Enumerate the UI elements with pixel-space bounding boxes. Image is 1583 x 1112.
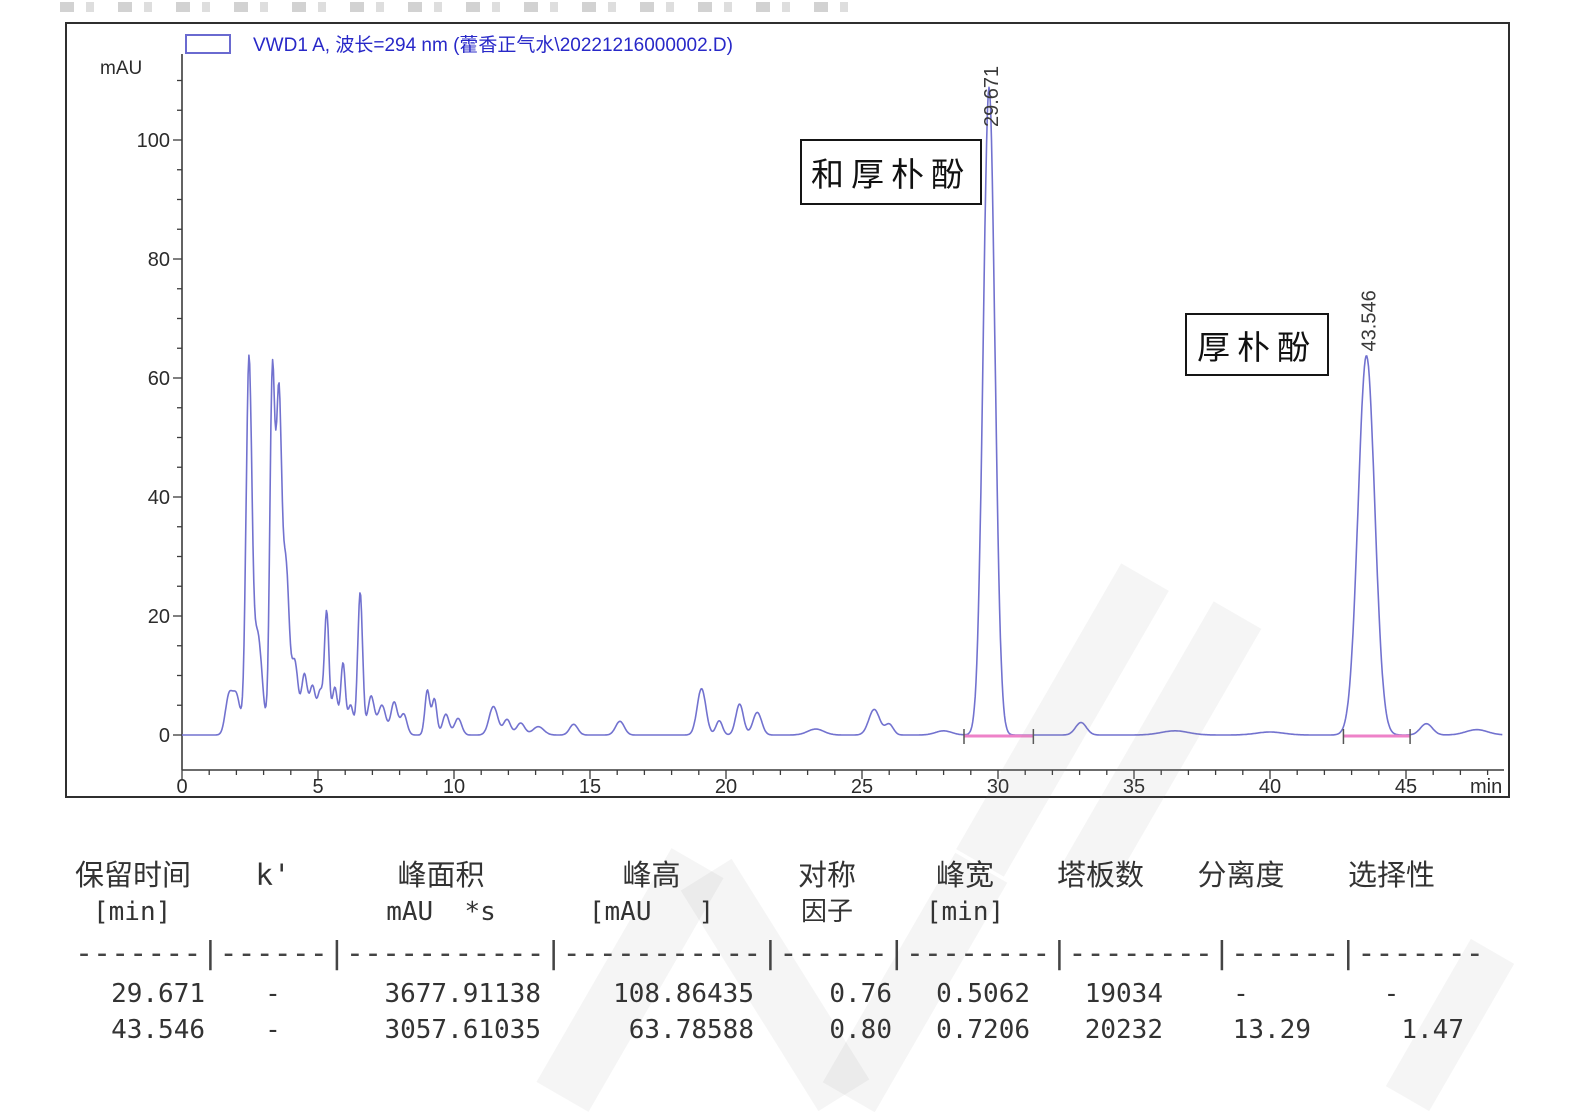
svg-text:30: 30: [987, 776, 1009, 796]
y-axis-unit-label: mAU: [100, 58, 143, 79]
column-header-symmetry: 对称: [797, 858, 856, 892]
column-header-peak-area: 峰面积: [397, 858, 485, 892]
svg-text:40: 40: [1259, 776, 1281, 796]
column-header-peak-height: 峰高: [622, 858, 681, 892]
cropped-text-remnant: [60, 2, 860, 12]
table-header-row: 保留时间 k' 峰面积 峰高 对称 峰宽 塔板数 分离度 选择性: [75, 856, 1495, 894]
cell-symmetry: 0.80: [829, 1015, 892, 1045]
svg-text:10: 10: [443, 776, 465, 796]
svg-text:35: 35: [1123, 776, 1145, 796]
chromatogram-plot: 0 5 10 15 20 25 30 35 40 45 0 20 40 60 80 100 29.671 43.5…: [137, 54, 1504, 796]
unit-peak-area: mAU *s: [386, 897, 496, 927]
unit-retention-time: [min]: [93, 897, 172, 927]
unit-plates: [1038, 894, 1163, 930]
unit-selectivity: [1319, 894, 1464, 930]
svg-text:45: 45: [1395, 776, 1417, 796]
magnolol-label: 厚朴酚: [1197, 330, 1317, 367]
cell-resolution: -: [1233, 979, 1249, 1009]
column-header-retention-time: 保留时间: [75, 858, 192, 892]
cell-plates: 19034: [1084, 979, 1163, 1009]
chromatography-report: { "chart_data": { "type": "line", "legen…: [60, 2, 1515, 1112]
unit-symmetry: 因子: [800, 897, 853, 927]
magnolol-annotation-box: 厚朴酚: [1185, 313, 1329, 376]
svg-text:5: 5: [312, 776, 323, 796]
table-unit-row: [min] mAU *s [mAU ] 因子 [min]: [75, 894, 1495, 930]
unit-peak-width: [min]: [925, 897, 1005, 927]
cell-height: 63.78588: [628, 1015, 754, 1045]
cell-width: 0.7206: [936, 1015, 1030, 1045]
peak-retention-label: 43.546: [1358, 290, 1380, 351]
peak-retention-label: 29.671: [981, 66, 1003, 127]
svg-text:20: 20: [715, 776, 737, 796]
chromatogram-frame: 0 5 10 15 20 25 30 35 40 45 0 20 40 60 80 100 29.671 43.5…: [65, 22, 1510, 798]
signal-trace: [182, 86, 1503, 736]
peak-results-table: 保留时间 k' 峰面积 峰高 对称 峰宽 塔板数 分离度 选择性 [min] m…: [75, 856, 1495, 1048]
unit-resolution: [1171, 894, 1311, 930]
cell-rt: 43.546: [111, 1015, 205, 1045]
unit-k: [213, 894, 333, 930]
unit-peak-height: [mAU ]: [588, 897, 715, 927]
cell-symmetry: 0.76: [829, 979, 892, 1009]
cell-selectivity: -: [1383, 979, 1400, 1009]
cell-width: 0.5062: [936, 979, 1030, 1009]
cell-k: -: [265, 1015, 281, 1045]
table-row: 43.546 - 3057.61035 63.78588 0.80 0.7206…: [75, 1012, 1495, 1048]
svg-text:80: 80: [148, 249, 170, 271]
column-header-plates: 塔板数: [1056, 858, 1144, 892]
cell-area: 3057.61035: [384, 1015, 541, 1045]
honokiol-annotation-box: 和厚朴酚: [800, 139, 982, 205]
signal-legend: VWD1 A, 波长=294 nm (藿香正气水\20221216000002.…: [185, 30, 733, 57]
table-separator: -------|------|-----------|-----------|-…: [75, 936, 1484, 971]
svg-text:0: 0: [159, 725, 170, 747]
cell-resolution: 13.29: [1232, 1015, 1311, 1045]
svg-text:0: 0: [176, 776, 187, 796]
honokiol-label: 和厚朴酚: [811, 158, 971, 194]
cell-rt: 29.671: [111, 979, 205, 1009]
column-header-peak-width: 峰宽: [935, 858, 994, 892]
svg-text:15: 15: [579, 776, 601, 796]
svg-text:20: 20: [148, 606, 170, 628]
cell-k: -: [265, 979, 281, 1009]
svg-text:60: 60: [148, 368, 170, 390]
cell-selectivity: 1.47: [1401, 1015, 1464, 1045]
column-header-k: k': [255, 858, 291, 892]
svg-text:100: 100: [137, 130, 170, 152]
x-axis-unit-label: min: [1470, 776, 1503, 798]
cell-area: 3677.91138: [384, 979, 541, 1009]
svg-text:40: 40: [148, 487, 170, 509]
column-header-selectivity: 选择性: [1347, 858, 1435, 892]
svg-text:25: 25: [851, 776, 873, 796]
cell-plates: 20232: [1084, 1015, 1163, 1045]
cell-height: 108.86435: [613, 979, 754, 1009]
column-header-resolution: 分离度: [1197, 858, 1285, 892]
legend-swatch: [185, 33, 231, 54]
table-row: 29.671 - 3677.91138 108.86435 0.76 0.506…: [75, 976, 1495, 1012]
legend-label: VWD1 A, 波长=294 nm (藿香正气水\20221216000002.…: [253, 35, 733, 56]
